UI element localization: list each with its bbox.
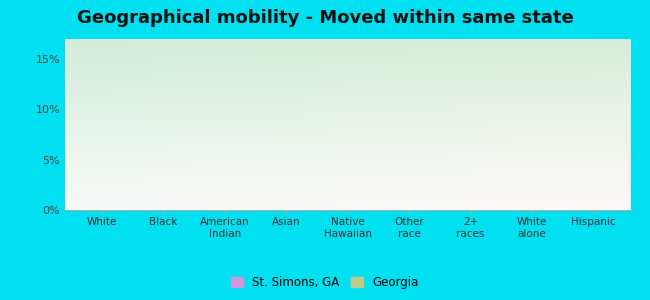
Text: Geographical mobility - Moved within same state: Geographical mobility - Moved within sam…	[77, 9, 573, 27]
Bar	[286, 165, 306, 210]
Bar	[593, 165, 614, 210]
Legend: St. Simons, GA, Georgia: St. Simons, GA, Georgia	[226, 272, 424, 294]
Text: City-Data.com: City-Data.com	[545, 44, 619, 54]
Bar	[82, 177, 102, 210]
Bar	[410, 168, 429, 210]
Bar	[102, 165, 122, 210]
Bar	[471, 157, 490, 210]
Bar	[225, 148, 244, 210]
Bar	[512, 178, 532, 210]
Bar	[163, 164, 183, 210]
Bar	[348, 153, 367, 210]
Bar	[574, 99, 593, 210]
Bar	[532, 166, 552, 210]
Bar	[144, 200, 163, 210]
